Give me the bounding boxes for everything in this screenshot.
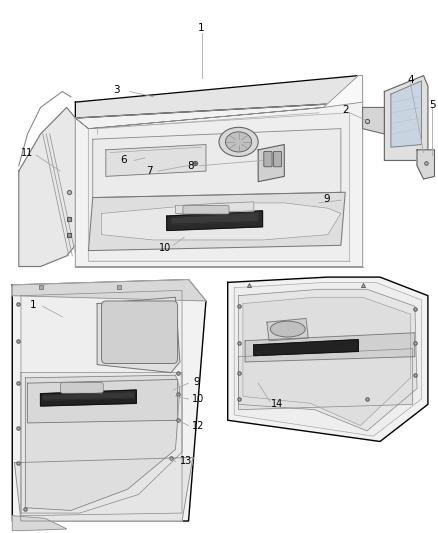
Polygon shape — [97, 297, 180, 373]
Polygon shape — [245, 333, 415, 362]
Polygon shape — [21, 290, 182, 516]
Text: 10: 10 — [159, 243, 171, 253]
Text: 4: 4 — [407, 75, 414, 85]
Polygon shape — [12, 516, 67, 530]
Polygon shape — [243, 297, 410, 425]
Polygon shape — [167, 211, 262, 230]
Text: 5: 5 — [429, 100, 435, 110]
Polygon shape — [106, 144, 206, 176]
Polygon shape — [43, 392, 134, 400]
Polygon shape — [385, 76, 428, 160]
Polygon shape — [25, 375, 180, 511]
Text: 6: 6 — [120, 156, 127, 165]
Polygon shape — [88, 192, 345, 251]
Polygon shape — [267, 318, 308, 341]
Text: 3: 3 — [113, 85, 120, 95]
Polygon shape — [19, 108, 75, 266]
Text: 10: 10 — [192, 394, 204, 404]
Polygon shape — [234, 282, 421, 436]
Polygon shape — [391, 81, 421, 147]
Polygon shape — [254, 340, 358, 356]
Text: 2: 2 — [342, 105, 349, 115]
FancyBboxPatch shape — [264, 151, 272, 167]
Text: 1: 1 — [30, 300, 36, 310]
Text: 12: 12 — [192, 421, 205, 431]
Ellipse shape — [226, 132, 252, 152]
Text: 9: 9 — [193, 377, 200, 387]
Polygon shape — [102, 203, 341, 240]
Polygon shape — [176, 202, 254, 214]
FancyBboxPatch shape — [273, 151, 282, 167]
Text: 11: 11 — [21, 148, 33, 158]
Polygon shape — [239, 349, 413, 410]
Polygon shape — [75, 76, 363, 118]
Polygon shape — [417, 150, 434, 179]
Polygon shape — [88, 113, 350, 261]
Ellipse shape — [270, 321, 305, 337]
FancyBboxPatch shape — [60, 383, 103, 393]
Text: 1: 1 — [198, 23, 205, 33]
Text: 9: 9 — [323, 194, 330, 204]
Ellipse shape — [219, 127, 258, 157]
Polygon shape — [258, 144, 284, 182]
Polygon shape — [228, 277, 428, 441]
Polygon shape — [75, 76, 363, 128]
FancyBboxPatch shape — [102, 301, 178, 364]
Polygon shape — [239, 289, 417, 431]
Polygon shape — [363, 108, 385, 134]
Text: 7: 7 — [146, 166, 153, 176]
Polygon shape — [41, 390, 136, 406]
Polygon shape — [12, 280, 206, 521]
Polygon shape — [75, 102, 363, 266]
Polygon shape — [28, 379, 178, 423]
Polygon shape — [21, 373, 182, 513]
Polygon shape — [171, 213, 258, 224]
Polygon shape — [14, 457, 193, 521]
FancyBboxPatch shape — [183, 206, 229, 214]
Text: 14: 14 — [271, 399, 283, 409]
Polygon shape — [93, 128, 341, 198]
Text: 8: 8 — [187, 161, 194, 171]
Polygon shape — [12, 280, 206, 301]
Text: 13: 13 — [180, 456, 192, 465]
